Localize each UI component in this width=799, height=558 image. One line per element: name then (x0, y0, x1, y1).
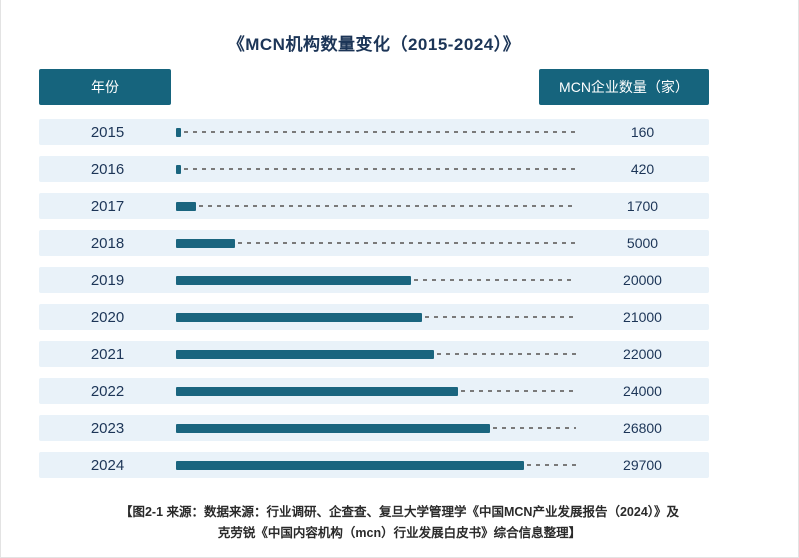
bar-track (176, 238, 576, 248)
value-column-header: MCN企业数量（家） (539, 69, 709, 105)
value-label: 160 (630, 124, 655, 140)
year-label: 2024 (90, 456, 125, 474)
value-label: 420 (630, 161, 655, 177)
bar (176, 460, 524, 470)
year-label: 2017 (90, 197, 125, 215)
bar (176, 312, 422, 322)
chart-rows: 2015 160 2016 420 2017 1700 2018 5000 2019 20000 2… (39, 119, 709, 478)
bar (176, 201, 196, 211)
bar-track (176, 201, 576, 211)
dashed-leader-line (184, 168, 576, 170)
year-label: 2018 (90, 234, 125, 252)
source-note-line1: 【图2-1 来源：数据来源：行业调研、企查查、复旦大学管理学《中国MCN产业发展… (119, 505, 680, 519)
year-label: 2015 (90, 123, 125, 141)
chart-row: 2018 5000 (39, 230, 709, 256)
year-label: 2021 (90, 345, 125, 363)
value-label: 20000 (623, 272, 662, 288)
dashed-leader-line (437, 353, 576, 355)
year-label: 2020 (90, 308, 125, 326)
year-label: 2022 (90, 382, 125, 400)
bar-track (176, 386, 576, 396)
value-label: 24000 (623, 383, 662, 399)
year-label: 2016 (90, 160, 125, 178)
bar (176, 127, 181, 137)
chart-row: 2016 420 (39, 156, 709, 182)
value-label: 21000 (623, 309, 662, 325)
bar-track (176, 349, 576, 359)
year-label: 2023 (90, 419, 125, 437)
dashed-leader-line (425, 316, 576, 318)
header-spacer (171, 69, 539, 105)
dashed-leader-line (493, 427, 576, 429)
value-label: 22000 (623, 346, 662, 362)
bar (176, 164, 181, 174)
chart-row: 2017 1700 (39, 193, 709, 219)
dashed-leader-line (238, 242, 576, 244)
bar (176, 275, 411, 285)
bar-track (176, 127, 576, 137)
dashed-leader-line (184, 131, 576, 133)
chart-row: 2019 20000 (39, 267, 709, 293)
chart-header-row: 年份 MCN企业数量（家） (39, 69, 709, 105)
bar (176, 349, 434, 359)
dashed-leader-line (527, 464, 576, 466)
dashed-leader-line (461, 390, 576, 392)
value-label: 29700 (623, 457, 662, 473)
bar-track (176, 275, 576, 285)
bar-track (176, 164, 576, 174)
bar (176, 238, 235, 248)
year-column-header: 年份 (39, 69, 171, 105)
chart-row: 2021 22000 (39, 341, 709, 367)
dashed-leader-line (414, 279, 576, 281)
bar-track (176, 460, 576, 470)
source-note: 【图2-1 来源：数据来源：行业调研、企查查、复旦大学管理学《中国MCN产业发展… (1, 502, 798, 543)
bar (176, 386, 458, 396)
source-note-line2: 克劳锐《中国内容机构（mcn）行业发展白皮书》综合信息整理】 (217, 525, 582, 540)
bar-track (176, 423, 576, 433)
year-label: 2019 (90, 271, 125, 289)
value-label: 1700 (626, 198, 659, 214)
value-label: 26800 (623, 420, 662, 436)
chart-row: 2020 21000 (39, 304, 709, 330)
chart-row: 2022 24000 (39, 378, 709, 404)
dashed-leader-line (199, 205, 576, 207)
bar-track (176, 312, 576, 322)
chart-row: 2023 26800 (39, 415, 709, 441)
chart-row: 2015 160 (39, 119, 709, 145)
chart-row: 2024 29700 (39, 452, 709, 478)
value-label: 5000 (626, 235, 659, 251)
bar (176, 423, 490, 433)
chart-title: 《MCN机构数量变化（2015-2024）》 (227, 35, 521, 54)
